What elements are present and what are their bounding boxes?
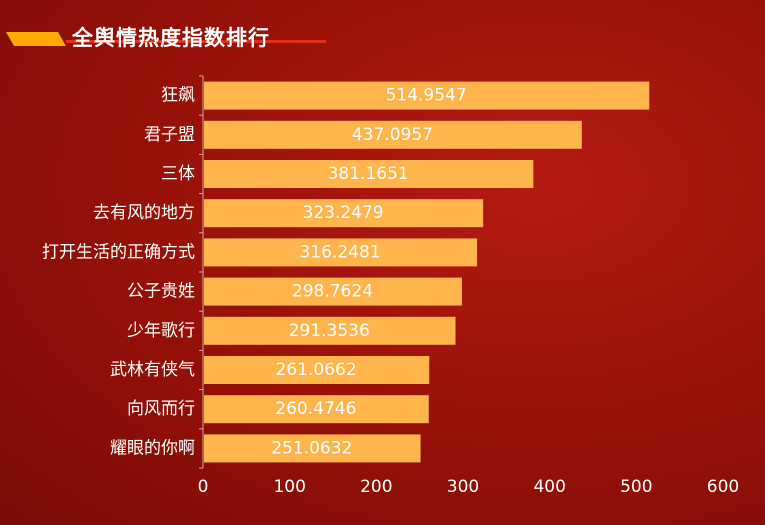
value-label: 291.3536 bbox=[289, 321, 370, 341]
category-label: 去有风的地方 bbox=[93, 203, 195, 223]
category-label: 君子盟 bbox=[144, 125, 195, 145]
bar bbox=[204, 277, 462, 306]
value-label: 514.9547 bbox=[386, 86, 467, 106]
bar bbox=[204, 316, 456, 345]
x-tick-label: 100 bbox=[273, 477, 305, 497]
x-tick-label: 600 bbox=[707, 477, 739, 497]
x-tick-label: 0 bbox=[198, 477, 209, 497]
value-label: 260.4746 bbox=[275, 399, 356, 419]
x-tick-label: 300 bbox=[447, 477, 479, 497]
bar bbox=[204, 238, 478, 267]
value-label: 323.2479 bbox=[303, 203, 384, 223]
bar bbox=[204, 81, 650, 110]
value-label: 381.1651 bbox=[328, 164, 409, 184]
value-label: 261.0662 bbox=[276, 360, 357, 380]
x-tick-label: 200 bbox=[360, 477, 392, 497]
header: 全舆情热度指数排行 bbox=[0, 0, 765, 60]
value-label: 437.0957 bbox=[352, 125, 433, 145]
x-tick-label: 400 bbox=[533, 477, 565, 497]
bar bbox=[204, 160, 534, 188]
category-label: 公子贵姓 bbox=[127, 282, 195, 302]
category-label: 打开生活的正确方式 bbox=[42, 242, 195, 262]
category-label: 耀眼的你啊 bbox=[110, 438, 195, 458]
value-label: 251.0632 bbox=[271, 438, 352, 458]
page-title: 全舆情热度指数排行 bbox=[72, 26, 270, 50]
header-underline bbox=[66, 40, 326, 43]
category-label: 少年歌行 bbox=[127, 321, 195, 341]
category-label: 三体 bbox=[161, 164, 195, 184]
header-decoration bbox=[6, 32, 326, 46]
bar bbox=[204, 356, 430, 384]
category-label: 向风而行 bbox=[127, 399, 195, 419]
value-label: 298.7624 bbox=[292, 282, 373, 302]
category-label: 狂飙 bbox=[161, 86, 195, 106]
x-tick-label: 500 bbox=[620, 477, 652, 497]
bar bbox=[204, 395, 429, 424]
value-label: 316.2481 bbox=[299, 242, 380, 262]
bar bbox=[204, 120, 582, 149]
category-label: 武林有侠气 bbox=[110, 360, 195, 380]
bar bbox=[204, 434, 421, 463]
header-accent-shape bbox=[6, 32, 66, 46]
bar bbox=[204, 199, 484, 228]
